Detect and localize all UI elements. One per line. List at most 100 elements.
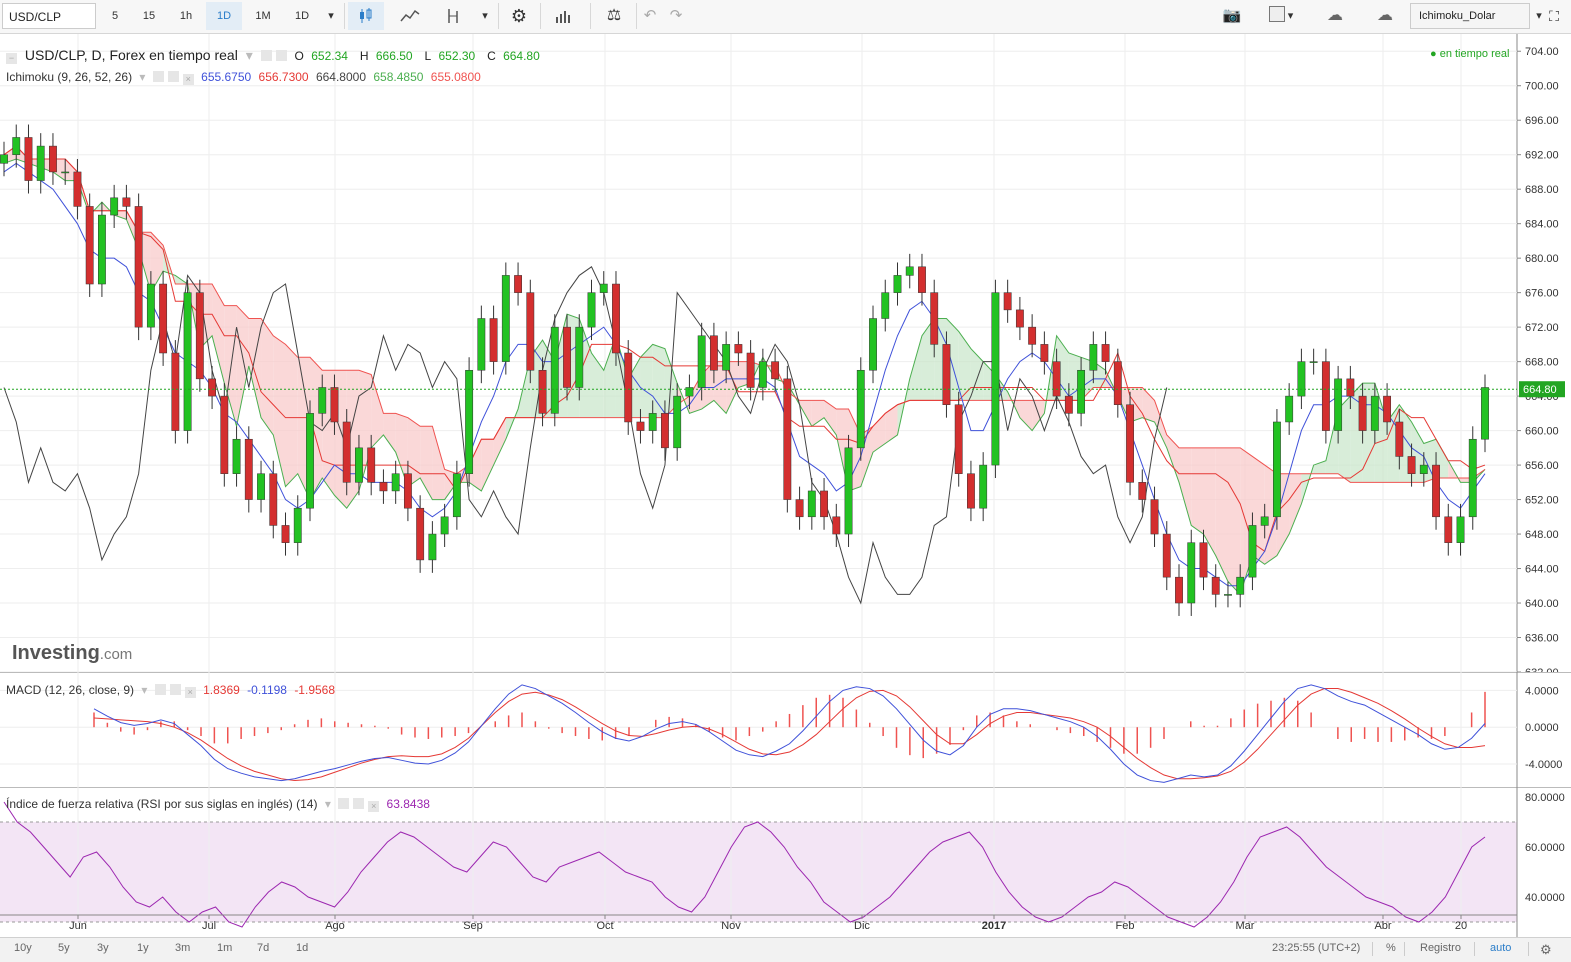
range-3m-button[interactable]: 3m: [175, 942, 191, 954]
interval-1h-button[interactable]: 1h: [179, 10, 193, 22]
ichimoku-cloud: [1203, 447, 1216, 556]
symbol-input[interactable]: USD/CLP: [2, 3, 96, 29]
candle-body: [991, 292, 1000, 466]
candle-body: [36, 145, 45, 181]
close-icon[interactable]: ×: [368, 801, 380, 812]
settings-icon[interactable]: [275, 50, 287, 61]
range-5y-button[interactable]: 5y: [58, 942, 70, 954]
price-tick-label: 660.00: [1525, 426, 1559, 438]
candle-body: [575, 326, 584, 388]
chevron-down-icon[interactable]: ▾: [324, 797, 331, 811]
indicators-icon[interactable]: [436, 2, 472, 30]
candle-body: [1407, 456, 1416, 474]
candle-body: [758, 361, 767, 388]
ichimoku-cloud: [395, 413, 408, 487]
time-tick-label: Dic: [854, 920, 870, 932]
eye-icon[interactable]: [338, 798, 350, 809]
rsi-value: 63.8438: [386, 797, 430, 811]
ichimoku-legend: Ichimoku (9, 26, 52, 26) ▾ × 655.6750 65…: [6, 70, 485, 85]
bar-chart-icon[interactable]: [544, 2, 584, 30]
chevron-down-icon[interactable]: ▾: [328, 10, 334, 22]
auto-scale-button[interactable]: auto: [1490, 942, 1512, 954]
interval-dropdown-button[interactable]: 1D: [294, 10, 310, 22]
chevron-down-icon[interactable]: ▾: [1536, 10, 1542, 22]
ichimoku-cloud: [432, 426, 445, 500]
chevron-down-icon[interactable]: ▾: [141, 683, 148, 697]
interval-15-button[interactable]: 15: [142, 10, 156, 22]
range-7d-button[interactable]: 7d: [257, 942, 270, 954]
range-10y-button[interactable]: 10y: [14, 942, 32, 954]
candle-body: [428, 533, 437, 561]
candle-body: [1162, 533, 1171, 578]
camera-icon[interactable]: 📷: [1222, 7, 1242, 24]
eye-icon[interactable]: [152, 71, 164, 82]
ichimoku-cloud: [1289, 473, 1302, 535]
settings-icon[interactable]: [167, 71, 179, 82]
settings-icon[interactable]: [353, 798, 365, 809]
macd-tick-label: 4.0000: [1525, 685, 1559, 697]
close-icon[interactable]: ×: [182, 74, 194, 85]
macd-chart[interactable]: 4.0000 0.0000 -4.0000: [0, 672, 1571, 787]
layout-select-icon[interactable]: ▾: [1258, 2, 1304, 30]
candle-body: [281, 525, 290, 543]
range-3y-button[interactable]: 3y: [97, 942, 109, 954]
compare-scale-icon[interactable]: ⚖: [606, 7, 622, 24]
candle-body: [465, 369, 474, 474]
ichimoku-cloud: [726, 361, 739, 414]
eye-icon[interactable]: [260, 50, 272, 61]
candle-body: [232, 438, 241, 474]
last-price-label: 664.80: [1523, 384, 1557, 396]
rsi-tick-label: 40.0000: [1525, 892, 1565, 904]
close-icon[interactable]: ×: [184, 687, 196, 698]
log-scale-button[interactable]: Registro: [1420, 942, 1461, 954]
ichimoku-cloud: [383, 413, 396, 453]
candle-body: [1481, 387, 1489, 440]
candle-body: [318, 387, 327, 414]
eye-icon[interactable]: [154, 684, 166, 695]
template-select[interactable]: Ichimoku_Dolar: [1410, 3, 1530, 29]
candle-body: [820, 490, 828, 518]
price-tick-label: 696.00: [1525, 115, 1559, 127]
candle-body: [954, 404, 963, 474]
redo-icon[interactable]: ↷: [669, 7, 683, 24]
price-tick-label: 676.00: [1525, 288, 1559, 300]
chevron-down-icon[interactable]: ▾: [245, 47, 253, 63]
ichimoku-cloud: [236, 305, 249, 427]
candle-body: [1395, 421, 1404, 457]
close-value: 664.80: [503, 49, 540, 63]
candles-icon[interactable]: [348, 2, 384, 30]
cloud-save-icon[interactable]: ☁: [1377, 7, 1393, 24]
interval-1m-button[interactable]: 1M: [255, 10, 271, 22]
ichimoku-cloud: [481, 439, 494, 491]
area-chart-icon[interactable]: [392, 2, 428, 30]
candle-body: [563, 326, 571, 388]
rsi-chart[interactable]: 80.0000 60.0000 40.0000 Jun Jul Ago Sep Oct Nov D…: [0, 787, 1571, 937]
range-1m-button[interactable]: 1m: [217, 942, 233, 954]
percent-scale-button[interactable]: %: [1386, 942, 1396, 954]
candle-body: [697, 335, 706, 388]
candle-body: [624, 352, 633, 423]
ichimoku-label: Ichimoku (9, 26, 52, 26): [6, 70, 133, 84]
chevron-down-icon[interactable]: ▾: [482, 10, 488, 22]
settings-icon[interactable]: [169, 684, 181, 695]
gear-icon[interactable]: ⚙: [510, 6, 528, 26]
cloud-load-icon[interactable]: ☁: [1327, 7, 1343, 24]
range-1d-button[interactable]: 1d: [296, 942, 309, 954]
price-chart[interactable]: 704.00 700.00 696.00 692.00 688.00 684.00 680.…: [0, 34, 1571, 672]
gear-icon[interactable]: ⚙: [1540, 942, 1552, 957]
interval-5-button[interactable]: 5: [111, 10, 119, 22]
candle-body: [1248, 525, 1257, 578]
macd-signal-value: -1.9568: [294, 683, 336, 697]
chevron-down-icon[interactable]: ▾: [139, 70, 146, 84]
open-label: O: [294, 49, 304, 63]
candle-body: [134, 206, 143, 328]
candle-body: [24, 137, 33, 181]
undo-icon[interactable]: ↶: [643, 7, 657, 24]
range-1y-button[interactable]: 1y: [137, 942, 149, 954]
candle-body: [673, 395, 682, 449]
macd-label: MACD (12, 26, close, 9): [6, 683, 135, 697]
candle-body: [1199, 542, 1208, 578]
collapse-icon[interactable]: −: [6, 53, 17, 64]
fullscreen-icon[interactable]: ⛶: [1549, 8, 1559, 24]
interval-1d-button[interactable]: 1D: [206, 2, 242, 30]
